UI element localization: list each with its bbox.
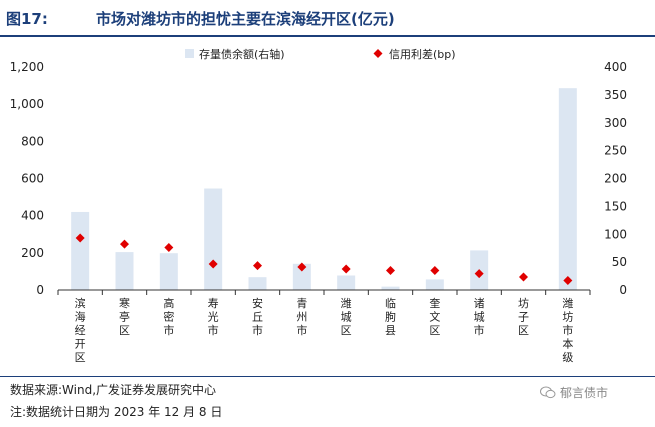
left-tick-label: 1,000 (10, 97, 44, 111)
right-tick-label: 200 (604, 172, 627, 186)
right-tick-label: 250 (604, 144, 627, 158)
chart-canvas: 存量债余额(右轴) 信用利差(bp) 0 200 400 600 800 1,000 1,200… (10, 47, 627, 364)
title-rule (0, 35, 655, 37)
category-label: 安丘市 (252, 296, 263, 337)
bar (337, 275, 356, 290)
bar (204, 188, 223, 290)
category-label: 青州市 (296, 297, 307, 337)
bar (558, 88, 577, 290)
source-note: 数据来源:Wind,广发证券发展研究中心 (10, 383, 217, 397)
left-tick-label: 1,200 (10, 60, 44, 74)
legend: 存量债余额(右轴) 信用利差(bp) (185, 47, 456, 61)
bar (292, 263, 311, 290)
spread-point (164, 242, 174, 252)
category-label: 诸城市 (474, 297, 485, 337)
right-tick-label: 400 (604, 60, 627, 74)
footer-rule (0, 376, 655, 377)
spread-point (563, 276, 573, 286)
left-tick-label: 0 (36, 283, 44, 297)
spread-point (253, 261, 262, 271)
category-label: 寿光市 (208, 296, 219, 337)
right-tick-label: 350 (604, 88, 627, 102)
spread-point (474, 269, 484, 279)
right-tick-label: 0 (619, 283, 627, 297)
figure-label: 图17: (6, 10, 48, 28)
bar (248, 277, 267, 290)
bar (425, 279, 444, 290)
spread-point (297, 262, 307, 272)
legend-swatch-bar (185, 49, 194, 58)
watermark-text: 郁言债市 (560, 386, 609, 400)
legend-label-marker: 信用利差(bp) (389, 47, 456, 61)
category-label: 潍城区 (341, 297, 352, 337)
title-bar: 图17: 市场对潍坊市的担忧主要在滨海经开区(亿元) (0, 0, 655, 40)
right-tick-label: 50 (612, 255, 627, 269)
spread-point (208, 259, 218, 269)
category-label: 高密市 (163, 296, 174, 337)
spread-point (75, 233, 85, 243)
left-tick-label: 800 (21, 134, 44, 148)
watermark: 郁言债市 (540, 384, 608, 401)
right-tick-label: 300 (604, 116, 627, 130)
category-label: 寒亭区 (119, 296, 130, 337)
right-tick-label: 100 (604, 227, 627, 241)
left-tick-label: 600 (21, 172, 44, 186)
date-note: 注:数据统计日期为 2023 年 12 月 8 日 (10, 405, 223, 419)
bar (115, 252, 134, 290)
category-label: 奎文区 (429, 296, 440, 337)
left-tick-label: 400 (21, 209, 44, 223)
wechat-icon (540, 386, 556, 399)
bar (159, 253, 178, 290)
spread-point (519, 272, 528, 282)
spread-point (386, 265, 395, 275)
spread-point (341, 264, 351, 274)
spread-point (430, 265, 440, 275)
spread-point (120, 239, 129, 249)
category-label: 临朐县 (385, 296, 396, 337)
right-tick-label: 150 (604, 199, 627, 213)
left-tick-label: 200 (21, 246, 44, 260)
bar (381, 286, 400, 290)
legend-label-bar: 存量债余额(右轴) (199, 47, 285, 61)
category-label: 滨海经开区 (75, 296, 86, 364)
bar (71, 211, 90, 290)
category-label: 潍坊市本级 (562, 297, 573, 364)
chart-title: 市场对潍坊市的担忧主要在滨海经开区(亿元) (96, 10, 395, 28)
legend-swatch-marker (373, 49, 383, 58)
category-label: 坊子区 (518, 296, 529, 337)
